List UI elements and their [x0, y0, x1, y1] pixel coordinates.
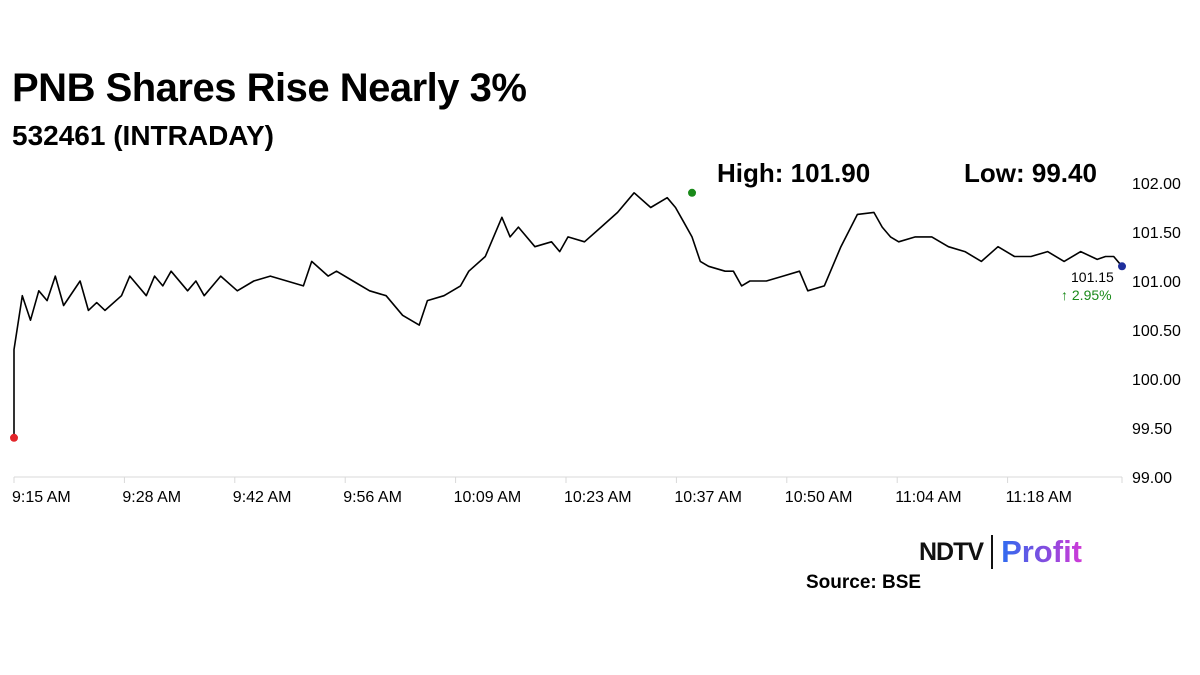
- y-tick-label: 101.00: [1132, 274, 1181, 291]
- logo-separator: [991, 535, 994, 569]
- high-marker: [688, 188, 697, 197]
- logo-ndtv-text: NDTV: [919, 537, 984, 566]
- y-tick-label: 100.50: [1132, 323, 1181, 340]
- x-tick-label: 9:56 AM: [343, 489, 402, 506]
- x-tick-label: 9:28 AM: [122, 489, 181, 506]
- last-price-label: 101.15: [1071, 269, 1114, 285]
- x-tick-label: 9:42 AM: [233, 489, 292, 506]
- price-line: [13, 192, 1123, 438]
- source-note: Source: BSE: [806, 572, 922, 593]
- low-stat: Low: 99.40: [964, 158, 1097, 188]
- x-tick-label: 11:04 AM: [895, 489, 961, 506]
- high-stat: High: 101.90: [717, 158, 871, 188]
- ndtv-profit-logo: NDTV Profit: [919, 534, 1082, 570]
- x-tick-label: 10:23 AM: [564, 489, 632, 506]
- y-tick-label: 101.50: [1132, 225, 1181, 242]
- chart-subtitle: 532461 (INTRADAY): [12, 120, 274, 151]
- x-tick-label: 10:50 AM: [785, 489, 853, 506]
- y-tick-label: 100.00: [1132, 372, 1181, 389]
- chart-title: PNB Shares Rise Nearly 3%: [12, 66, 527, 110]
- y-tick-label: 102.00: [1132, 176, 1181, 193]
- y-tick-label: 99.50: [1132, 421, 1172, 438]
- last-price-marker: [1118, 262, 1126, 271]
- series: [13, 192, 1123, 438]
- x-tick-label: 11:18 AM: [1006, 489, 1072, 506]
- x-tick-label: 10:37 AM: [674, 489, 742, 506]
- x-tick-label: 10:09 AM: [454, 489, 522, 506]
- logo-profit-text: Profit: [1001, 534, 1082, 569]
- y-tick-label: 99.00: [1132, 470, 1172, 487]
- low-marker: [10, 433, 18, 442]
- axes: 9:15 AM 9:28 AM 9:42 AM 9:56 AM 10:09 AM 10:2…: [12, 176, 1181, 506]
- x-tick-label: 9:15 AM: [12, 489, 71, 506]
- change-label: ↑ 2.95%: [1061, 287, 1112, 303]
- markers: 101.15 ↑ 2.95%: [10, 188, 1126, 442]
